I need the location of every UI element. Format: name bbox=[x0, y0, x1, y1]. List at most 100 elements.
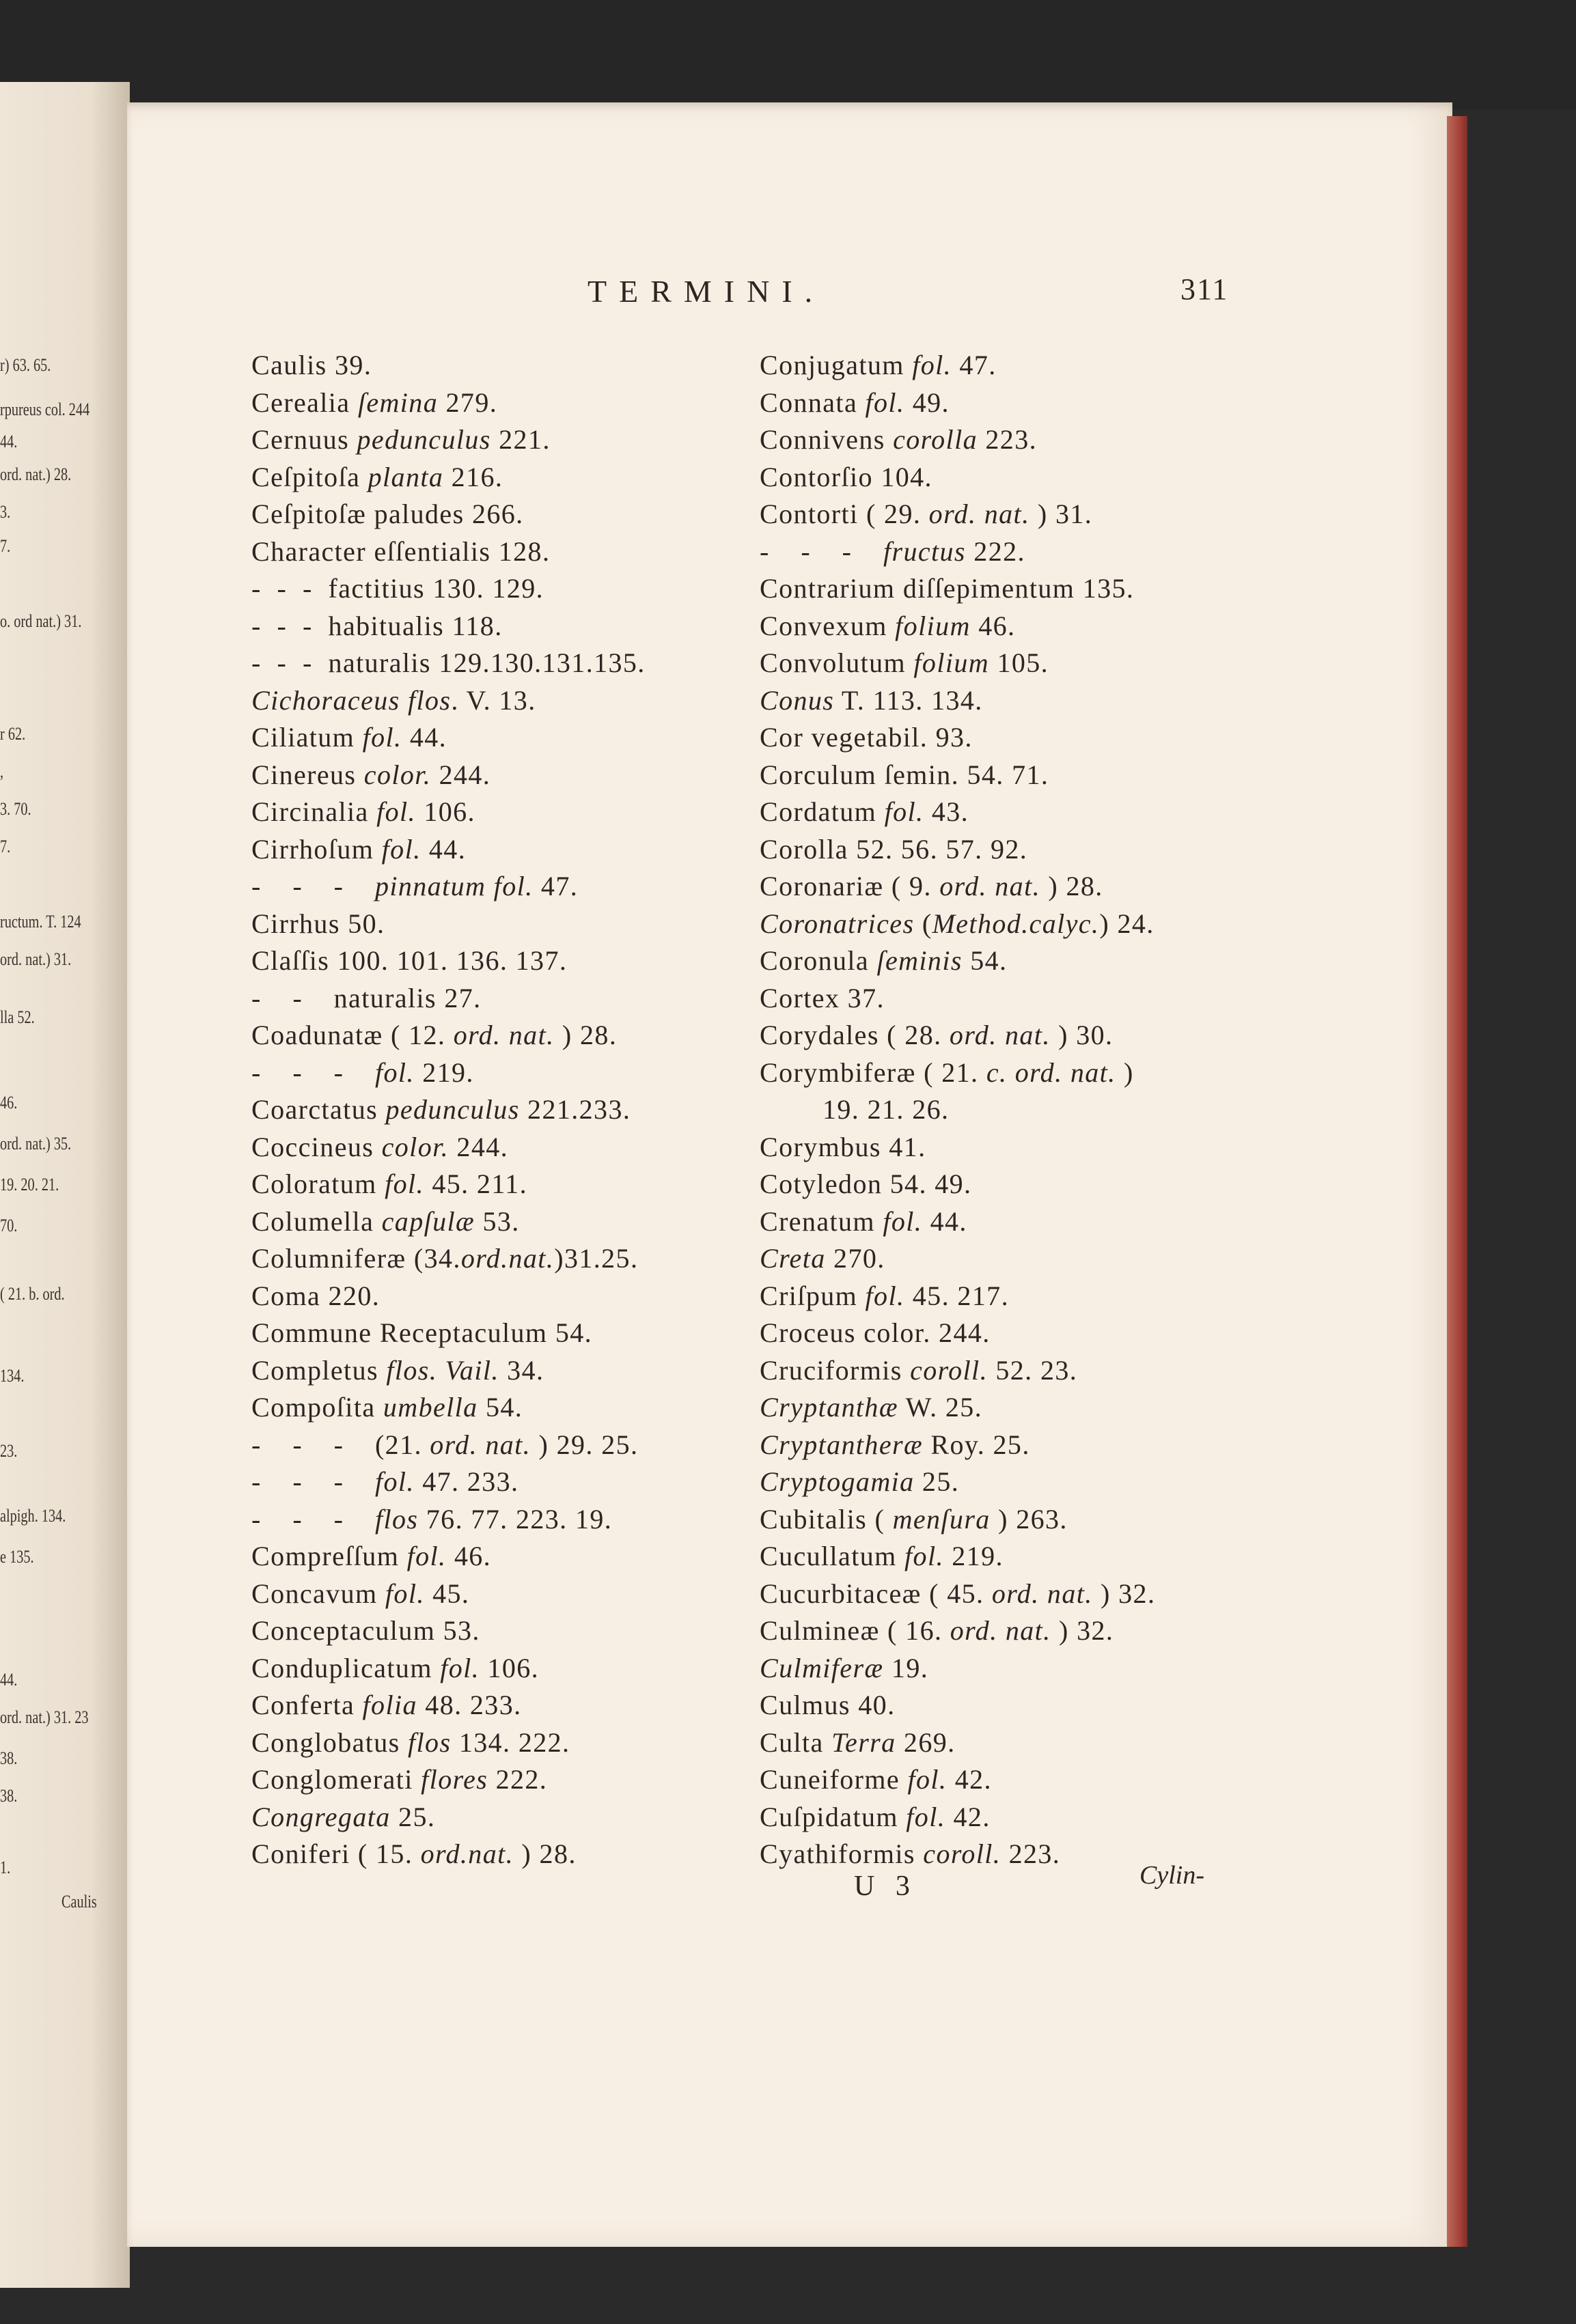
entry-text: Commune Receptaculum 54. bbox=[251, 1317, 593, 1348]
entry-text: 42. bbox=[947, 1764, 992, 1795]
entry-text: Coronula bbox=[760, 945, 877, 976]
index-entry: Ciliatum fol. 44. bbox=[251, 719, 646, 757]
facing-page-fragment: 70. bbox=[0, 1216, 18, 1235]
facing-page-fragment: 7. bbox=[0, 536, 11, 556]
index-entry: Conglobatus flos 134. 222. bbox=[251, 1724, 646, 1762]
entry-italic-text: fol. bbox=[385, 1168, 424, 1199]
index-entry: Contorſio 104. bbox=[760, 459, 1155, 496]
entry-text: 47. bbox=[952, 350, 997, 380]
entry-text: Cirrhoſum bbox=[251, 833, 382, 865]
entry-italic-text: ord. nat. bbox=[991, 1578, 1093, 1609]
entry-text: Cor vegetabil. 93. bbox=[760, 722, 973, 753]
entry-italic-text: folia bbox=[362, 1690, 417, 1720]
entry-text: Corymbus 41. bbox=[760, 1131, 926, 1162]
index-entry: Cuneiforme fol. 42. bbox=[760, 1761, 1155, 1799]
entry-text: Cotyledon 54. 49. bbox=[760, 1168, 972, 1199]
entry-italic-text: fol. bbox=[865, 1280, 905, 1311]
entry-italic-text: ord.nat. bbox=[420, 1838, 514, 1869]
facing-page-fragment: ord. nat.) 31. 23 bbox=[0, 1707, 89, 1727]
index-entry: Convexum folium 46. bbox=[760, 608, 1155, 645]
book-page bbox=[127, 102, 1452, 2247]
entry-text: Circinalia bbox=[251, 796, 377, 827]
entry-text: ) 30. bbox=[1050, 1020, 1114, 1050]
entry-text: Croceus color. 244. bbox=[760, 1317, 991, 1348]
facing-page-fragment: 1. bbox=[0, 1858, 11, 1877]
entry-text: Ciliatum bbox=[251, 722, 363, 753]
index-entry: Cichoraceus flos. V. 13. bbox=[251, 682, 646, 720]
entry-italic-text: Method.calyc. bbox=[932, 908, 1100, 939]
index-entry: Cordatum fol. 43. bbox=[760, 794, 1155, 831]
entry-text: ) bbox=[1116, 1056, 1134, 1088]
facing-page-fragment: ( 21. b. ord. bbox=[0, 1284, 65, 1304]
entry-text: 48. 233. bbox=[417, 1690, 522, 1720]
index-entry: - - - naturalis 129.130.131.135. bbox=[251, 645, 646, 682]
entry-text: 25. bbox=[914, 1466, 960, 1497]
entry-text: Cinereus bbox=[251, 759, 364, 790]
entry-text: 47. 233. bbox=[414, 1466, 519, 1497]
index-entry: - - - fol. 47. 233. bbox=[251, 1464, 646, 1501]
index-entry: Character eſſentialis 128. bbox=[251, 533, 646, 571]
index-entry: Conceptaculum 53. bbox=[251, 1612, 646, 1650]
entry-text: Convolutum bbox=[760, 647, 914, 678]
entry-text: 46. bbox=[970, 610, 1016, 641]
facing-page-fragment: rpureus col. 244 bbox=[0, 400, 90, 419]
index-entry: Cucurbitaceæ ( 45. ord. nat. ) 32. bbox=[760, 1576, 1155, 1613]
entry-italic-text: c. ord. nat. bbox=[986, 1056, 1116, 1088]
index-entry: Concavum fol. 45. bbox=[251, 1576, 646, 1613]
index-entry: Connivens corolla 223. bbox=[760, 421, 1155, 459]
index-entry: Cucullatum fol. 219. bbox=[760, 1538, 1155, 1576]
facing-page-fragment: , bbox=[0, 761, 4, 781]
index-entry: Caulis 39. bbox=[251, 347, 646, 384]
page-number: 311 bbox=[1180, 272, 1229, 306]
entry-text: 45. bbox=[424, 1578, 470, 1609]
entry-italic-text: fol. bbox=[374, 1466, 415, 1497]
index-entry: Coronula ſeminis 54. bbox=[760, 942, 1155, 980]
entry-italic-text: capſulæ bbox=[381, 1205, 475, 1237]
entry-italic-text: ord. nat. bbox=[949, 1020, 1051, 1050]
entry-text: 106. bbox=[415, 796, 475, 827]
facing-page-fragment: 44. bbox=[0, 1670, 18, 1690]
entry-text: Roy. 25. bbox=[923, 1429, 1030, 1460]
entry-text: Ceſpitoſæ paludes 266. bbox=[251, 499, 524, 529]
entry-text: 223. bbox=[978, 424, 1037, 455]
entry-text: Cuſpidatum bbox=[760, 1801, 907, 1832]
entry-text: 244. bbox=[449, 1131, 509, 1162]
index-entry: Coma 220. bbox=[251, 1278, 646, 1315]
entry-text: 270. bbox=[825, 1243, 885, 1274]
entry-text: Cernuus bbox=[251, 424, 357, 455]
entry-italic-text: planta bbox=[368, 461, 444, 492]
entry-italic-text: Cryptantheræ bbox=[760, 1429, 924, 1460]
entry-text: ) 31. bbox=[1029, 499, 1093, 529]
entry-text: 244. bbox=[431, 759, 491, 790]
entry-text: 221.233. bbox=[519, 1094, 631, 1125]
entry-italic-text: Coronatrices bbox=[760, 908, 915, 939]
index-entry: Congregata 25. bbox=[251, 1799, 646, 1836]
entry-text: - - - bbox=[760, 535, 883, 567]
entry-text: Cucurbitaceæ ( 45. bbox=[760, 1578, 992, 1609]
entry-text: Cyathiformis bbox=[760, 1838, 924, 1869]
index-entry: Cernuus pedunculus 221. bbox=[251, 421, 646, 459]
entry-text: Culta bbox=[760, 1726, 832, 1758]
index-entry: - - naturalis 27. bbox=[251, 980, 646, 1018]
entry-text: Conduplicatum bbox=[251, 1652, 441, 1683]
index-entry: Cotyledon 54. 49. bbox=[760, 1166, 1155, 1203]
entry-italic-text: fol. bbox=[884, 796, 924, 827]
index-entry: Cuſpidatum fol. 42. bbox=[760, 1799, 1155, 1836]
entry-text: 105. bbox=[989, 647, 1049, 678]
entry-text: 76. 77. 223. 19. bbox=[418, 1503, 613, 1535]
index-entry: Cor vegetabil. 93. bbox=[760, 719, 1155, 757]
facing-page-fragment: ructum. T. 124 bbox=[0, 912, 81, 932]
index-entry: - - - pinnatum fol. 47. bbox=[251, 868, 646, 906]
index-entry: - - - flos 76. 77. 223. 19. bbox=[251, 1501, 646, 1539]
entry-text: Coma 220. bbox=[251, 1280, 381, 1311]
entry-text: Contrarium diſſepimentum 135. bbox=[760, 573, 1135, 604]
entry-text: 54. bbox=[478, 1392, 523, 1423]
facing-page-fragment: ord. nat.) 35. bbox=[0, 1134, 72, 1153]
entry-text: ) 29. 25. bbox=[531, 1429, 639, 1460]
entry-italic-text: Congregata bbox=[251, 1801, 391, 1832]
entry-text: Coloratum bbox=[251, 1168, 385, 1199]
entry-text: Criſpum bbox=[760, 1280, 866, 1311]
entry-text: Compreſſum bbox=[251, 1541, 407, 1571]
entry-italic-text: fol. bbox=[381, 833, 421, 865]
entry-text: Cerealia bbox=[251, 387, 358, 418]
